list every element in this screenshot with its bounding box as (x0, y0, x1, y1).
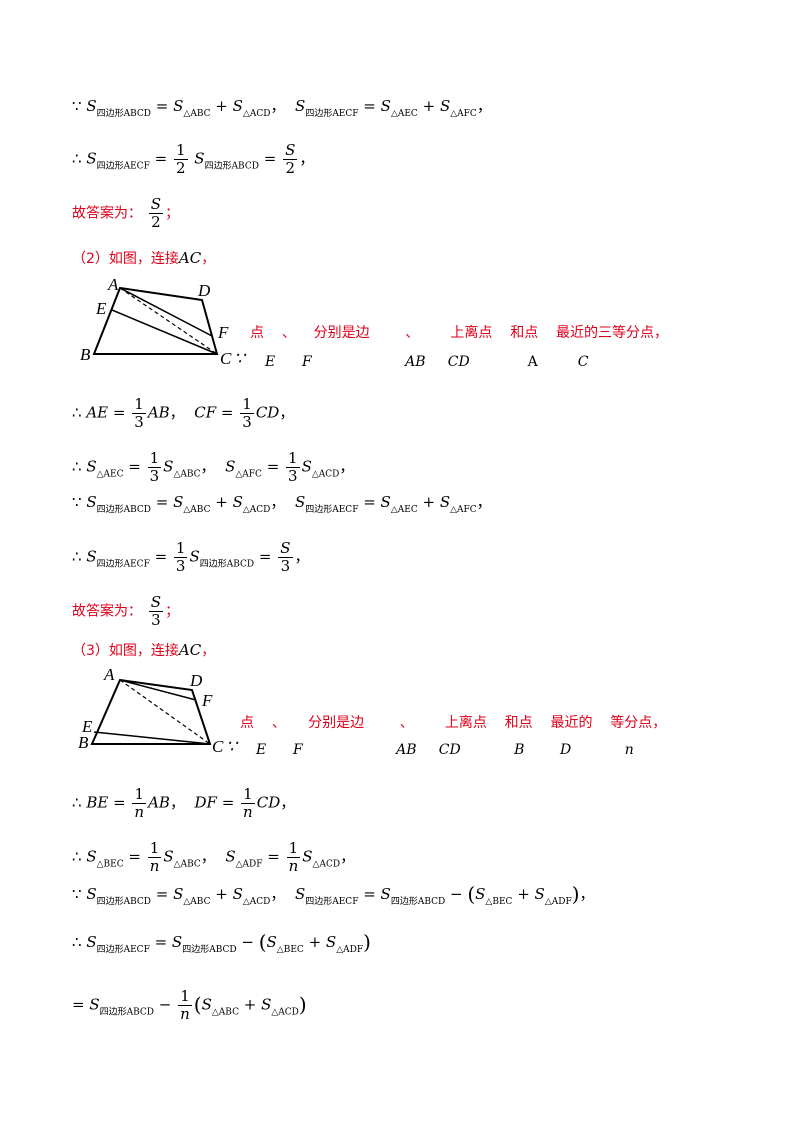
answer-1: 故答案为： S 2； (72, 195, 180, 231)
label-f: F (217, 323, 229, 342)
formula-line-4: ∴ S△AEC = 1 3 S△ABC， S△AFC = 1 3 S△ACD， (72, 449, 355, 485)
formula-line-11: = S四边形ABCD − 1 n (S△ABC + S△ACD) (72, 987, 307, 1023)
because-symbol: ∵ (234, 349, 247, 368)
part-2-heading: （2）如图，连接AC， (72, 249, 216, 267)
label-a-2: A (103, 665, 115, 684)
formula-line-7: ∴ BE = 1 n AB， DF = 1 n CD， (72, 785, 296, 821)
reason-vars-2: E F AB CD B D n (256, 742, 634, 758)
segment-af-2 (119, 679, 197, 701)
label-c: C (220, 349, 232, 368)
label-a: A (107, 275, 119, 294)
formula-line-6: ∴ S四边形AECF = 1 3 S四边形ABCD = S 3， (72, 539, 310, 575)
label-e: E (95, 299, 107, 318)
segment-ec (111, 309, 218, 355)
figure-2-quadrilateral: A D F E B C ∵ (78, 665, 239, 756)
label-e-2: E (81, 717, 93, 736)
formula-line-5: ∵ S四边形ABCD = S△ABC + S△ACD， S四边形AECF = S… (72, 493, 492, 515)
label-b-2: B (78, 733, 89, 752)
diagonal-ac-2 (119, 679, 211, 745)
part-3-heading: （3）如图，连接AC， (72, 641, 216, 659)
formula-line-9: ∵ S四边形ABCD = S△ABC + S△ACD， S四边形AECF = S… (72, 882, 595, 907)
label-b: B (80, 345, 91, 364)
formula-line-1: ∵ S四边形ABCD = S△ABC + S△ACD， S四边形AECF = S… (72, 97, 492, 119)
label-d: D (197, 281, 211, 300)
because-symbol-2: ∵ (226, 737, 239, 756)
figure-1-quadrilateral: A D E F B C ∵ (80, 275, 247, 368)
formula-line-3: ∴ AE = 1 3 AB， CF = 1 3 CD， (72, 395, 295, 431)
segment-ec-2 (93, 731, 211, 745)
formula-line-10: ∴ S四边形AECF = S四边形ABCD − (S△BEC + S△ADF) (72, 930, 371, 955)
reason-vars-1: E F AB CD A C (265, 354, 589, 370)
reason-text-2: 点 、 分别是边 、 上离点 和点 最近的 等分点， (240, 715, 667, 731)
label-f-2: F (201, 691, 213, 710)
segment-af (119, 287, 213, 337)
answer-2: 故答案为： S 3； (72, 593, 180, 629)
label-d-2: D (189, 671, 203, 690)
label-c-2: C (212, 737, 224, 756)
reason-text-1: 点 、 分别是边 、 上离点 和点 最近的三等分点， (250, 325, 669, 341)
formula-line-8: ∴ S△BEC = 1 n S△ABC， S△ADF = 1 n S△ACD， (72, 839, 356, 875)
diagonal-ac (119, 287, 218, 355)
